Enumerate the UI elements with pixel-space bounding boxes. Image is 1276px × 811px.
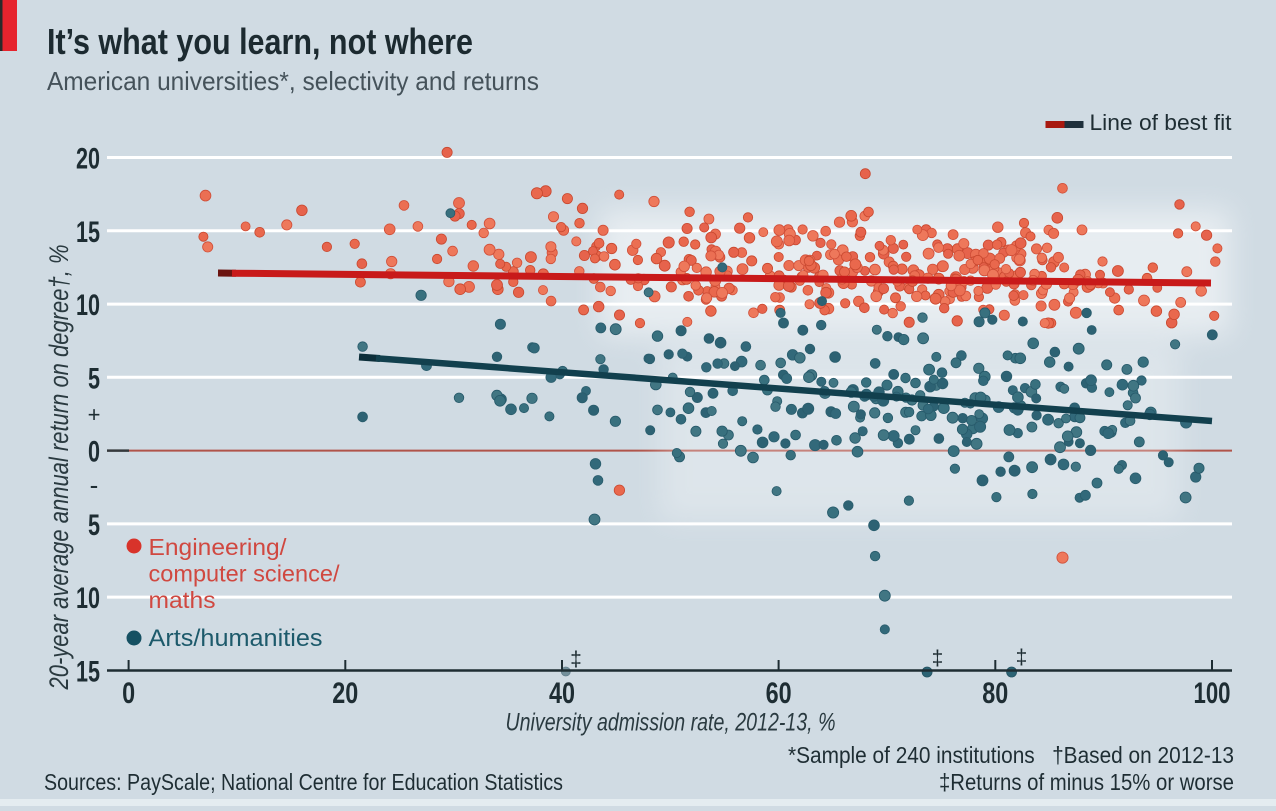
svg-text:‡: ‡ [932,647,944,670]
svg-text:20: 20 [332,677,358,710]
svg-text:Sources: PayScale; National Ce: Sources: PayScale; National Centre for E… [44,769,563,795]
svg-text:15: 15 [76,655,100,688]
svg-text:+: + [88,402,101,427]
svg-text:American universities*, select: American universities*, selectivity and … [47,66,539,96]
svg-text:computer science/: computer science/ [149,561,341,587]
svg-text:‡: ‡ [570,648,582,671]
svg-text:80: 80 [982,677,1008,710]
svg-text:10: 10 [76,289,100,322]
svg-text:100: 100 [1194,677,1231,710]
svg-text:20: 20 [76,143,100,176]
svg-text:University admission rate, 201: University admission rate, 2012-13, % [506,709,836,737]
svg-text:-: - [90,470,99,500]
svg-text:5: 5 [88,509,100,542]
svg-text:0: 0 [122,677,135,710]
svg-text:Line of best fit: Line of best fit [1090,110,1232,135]
svg-text:*Sample of 240 institutions: *Sample of 240 institutions †Based on 20… [788,742,1234,768]
svg-text:It’s what you learn, not where: It’s what you learn, not where [47,21,473,62]
svg-text:10: 10 [76,582,100,615]
svg-text:maths: maths [149,587,216,613]
svg-text:0: 0 [88,436,100,469]
svg-text:60: 60 [766,677,792,710]
svg-text:‡Returns of minus 15% or worse: ‡Returns of minus 15% or worse [939,769,1234,795]
svg-text:‡: ‡ [1016,646,1028,669]
svg-text:Engineering/: Engineering/ [149,534,288,560]
svg-text:20-year average annual return: 20-year average annual return on degree†… [44,245,74,691]
svg-text:40: 40 [549,677,575,710]
svg-text:15: 15 [76,216,100,249]
svg-text:Arts/humanities: Arts/humanities [149,625,323,652]
svg-text:5: 5 [88,362,100,395]
